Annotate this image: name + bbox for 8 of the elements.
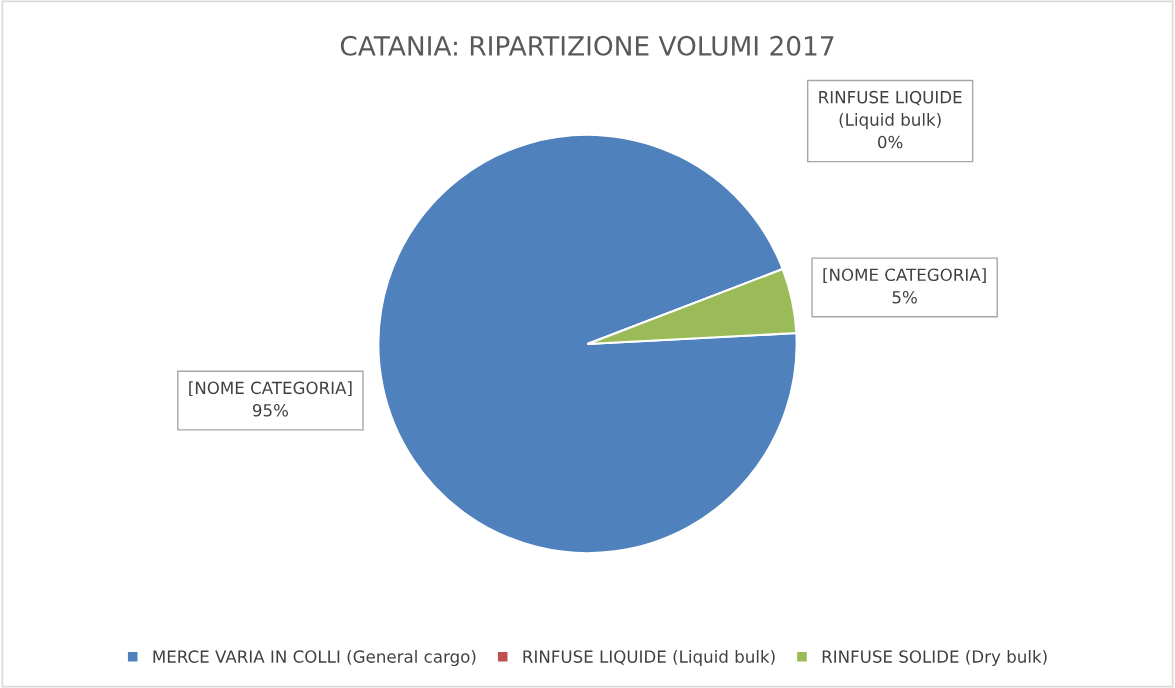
data-label: [NOME CATEGORIA] 5%: [823, 268, 986, 304]
chart-title: CATANIA: RIPARTIZIONE VOLUMI 2017: [340, 35, 834, 56]
data-label: [NOME CATEGORIA] 95%: [189, 381, 352, 417]
legend-label: MERCE VARIA IN COLLI (General cargo): [153, 649, 476, 667]
pie-slice: [377, 133, 798, 555]
text: RINFUSE LIQUIDE (Liquid bulk) 0%: [819, 90, 962, 149]
legend-label: RINFUSE SOLIDE (Dry bulk): [822, 649, 1047, 667]
legend-label: RINFUSE LIQUIDE (Liquid bulk): [523, 649, 775, 667]
